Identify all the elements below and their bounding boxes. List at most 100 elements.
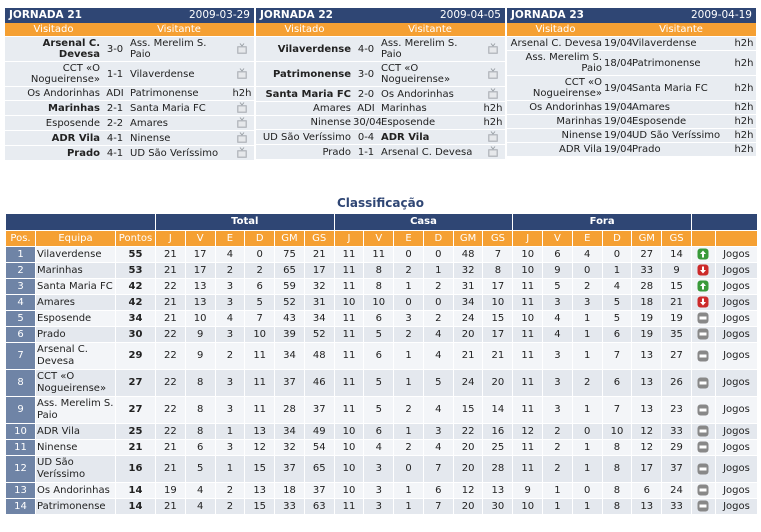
team-name: Esposende	[35, 310, 116, 327]
stat: 7	[482, 246, 514, 263]
tv-icon[interactable]	[487, 43, 499, 55]
home-team: Prado	[256, 144, 353, 159]
away-team: Vilaverdense	[128, 61, 230, 87]
h2h-link[interactable]: h2h	[734, 38, 754, 49]
tv-icon[interactable]	[236, 132, 248, 144]
games-link[interactable]: Jogos	[723, 441, 750, 453]
h2h-link[interactable]: h2h	[734, 102, 754, 113]
stat: 2	[393, 439, 424, 456]
stat: 1	[393, 498, 424, 515]
games-link[interactable]: Jogos	[723, 404, 750, 415]
stat: 10	[512, 310, 544, 327]
stat: 27	[661, 342, 692, 370]
games-link[interactable]: Jogos	[723, 463, 750, 474]
h2h-link[interactable]: h2h	[734, 82, 754, 94]
home-team: UD São Veríssimo	[256, 129, 353, 145]
away-team: Amares	[630, 100, 732, 115]
stat: 8	[363, 262, 395, 279]
stat: 6	[422, 482, 454, 499]
tv-icon[interactable]	[487, 68, 499, 80]
stat: 37	[274, 369, 305, 397]
home-team: Os Andorinhas	[5, 86, 102, 101]
games-link[interactable]: Jogos	[723, 328, 750, 340]
same-icon	[697, 404, 709, 415]
same-icon	[697, 425, 709, 437]
stat: 0	[571, 423, 603, 440]
position: 1	[5, 246, 36, 263]
match-link	[481, 144, 505, 159]
position: 14	[5, 498, 36, 515]
team-name: UD São Veríssimo	[35, 455, 116, 483]
header-icon	[481, 23, 505, 37]
tv-icon[interactable]	[236, 68, 248, 80]
tv-icon[interactable]	[487, 146, 499, 158]
stat: 1	[571, 439, 603, 456]
stat: 22	[155, 423, 186, 440]
position: 2	[5, 262, 36, 279]
stat: 7	[601, 342, 633, 370]
away-team: Arsenal C. Devesa	[379, 144, 481, 159]
col-stat: E	[214, 230, 246, 247]
down-icon	[697, 264, 709, 276]
games-cell: Jogos	[714, 498, 758, 515]
games-link[interactable]: Jogos	[723, 296, 750, 308]
h2h-link[interactable]: h2h	[734, 116, 754, 127]
games-link[interactable]: Jogos	[723, 248, 750, 260]
stat: 9	[512, 482, 544, 499]
stat: 4	[422, 342, 454, 370]
games-link[interactable]: Jogos	[723, 484, 750, 496]
col-stat: D	[601, 230, 633, 247]
games-link[interactable]: Jogos	[723, 312, 750, 324]
tv-icon[interactable]	[236, 102, 248, 114]
stat: 2	[393, 396, 424, 424]
stat: 37	[661, 455, 692, 483]
tv-icon[interactable]	[236, 117, 248, 129]
tv-icon[interactable]	[487, 131, 499, 143]
stat: 10	[333, 482, 365, 499]
games-cell: Jogos	[714, 439, 758, 456]
games-cell: Jogos	[714, 310, 758, 327]
tv-icon[interactable]	[236, 147, 248, 159]
games-link[interactable]: Jogos	[723, 350, 750, 361]
games-link[interactable]: Jogos	[723, 264, 750, 276]
home-team: Marinhas	[507, 114, 604, 129]
match-row: Esposende 2-2 Amares	[5, 115, 254, 131]
stat: 13	[184, 278, 216, 295]
h2h-link[interactable]: h2h	[483, 103, 503, 114]
stat: 22	[155, 342, 186, 370]
h2h-link[interactable]: h2h	[232, 88, 252, 99]
tv-icon[interactable]	[487, 88, 499, 100]
points: 53	[115, 262, 156, 279]
stat: 2	[214, 498, 246, 515]
header-away: Visitante	[379, 23, 481, 37]
games-link[interactable]: Jogos	[723, 377, 750, 388]
home-team: Esposende	[5, 115, 102, 131]
h2h-link[interactable]: h2h	[734, 144, 754, 155]
stat: 24	[452, 310, 484, 327]
match-link	[230, 36, 254, 62]
matches-table: Visitado Visitante Arsenal C. Devesa 3-0 Ass…	[5, 23, 254, 160]
h2h-link[interactable]: h2h	[734, 57, 754, 69]
h2h-link[interactable]: h2h	[734, 130, 754, 141]
stat: 13	[631, 396, 663, 424]
header-away: Visitante	[630, 23, 732, 37]
team-name: CCT «O Nogueirense»	[35, 369, 116, 397]
stat: 65	[274, 262, 305, 279]
team-name: Ass. Merelim S. Paio	[35, 396, 116, 424]
stat: 1	[571, 455, 603, 483]
stat: 5	[363, 369, 395, 397]
col-stat: D	[422, 230, 454, 247]
stat: 7	[244, 310, 276, 327]
h2h-link[interactable]: h2h	[483, 117, 503, 128]
stat: 35	[661, 326, 692, 343]
games-link[interactable]: Jogos	[723, 280, 750, 292]
stat: 5	[601, 294, 633, 311]
games-link[interactable]: Jogos	[723, 425, 750, 437]
tv-icon[interactable]	[236, 43, 248, 55]
stat: 1	[393, 278, 424, 295]
match-link: h2h	[230, 86, 254, 101]
points: 30	[115, 326, 156, 343]
round-panel: JORNADA 21 2009-03-29 Visitado Visitante Ars…	[5, 8, 254, 160]
games-link[interactable]: Jogos	[723, 500, 750, 512]
stat: 13	[244, 423, 276, 440]
